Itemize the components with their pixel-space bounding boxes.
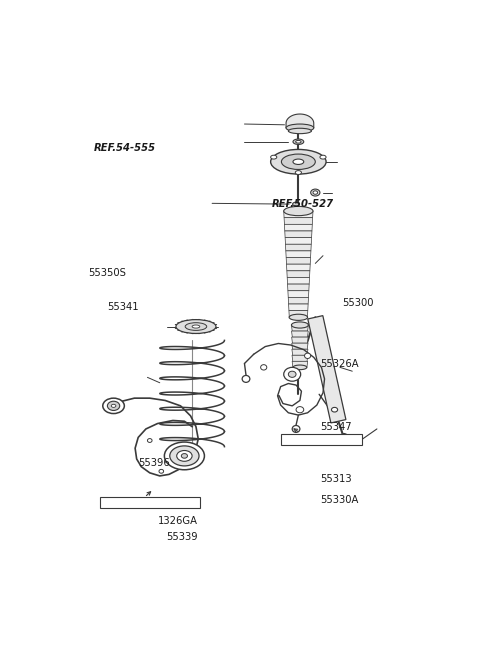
Polygon shape	[308, 316, 346, 423]
Ellipse shape	[296, 140, 301, 143]
Polygon shape	[286, 257, 311, 264]
Ellipse shape	[320, 155, 326, 159]
Polygon shape	[100, 498, 200, 508]
Polygon shape	[289, 310, 308, 317]
Ellipse shape	[271, 155, 277, 159]
Ellipse shape	[103, 398, 124, 413]
Ellipse shape	[108, 402, 120, 411]
Ellipse shape	[293, 139, 304, 145]
Polygon shape	[292, 349, 308, 355]
Ellipse shape	[288, 128, 312, 134]
Ellipse shape	[288, 371, 296, 377]
Polygon shape	[292, 343, 308, 349]
Text: 55330A: 55330A	[320, 495, 358, 505]
Polygon shape	[288, 291, 309, 297]
Ellipse shape	[261, 365, 267, 370]
Polygon shape	[286, 244, 311, 251]
Ellipse shape	[181, 454, 188, 458]
Polygon shape	[285, 238, 312, 244]
Ellipse shape	[293, 365, 307, 369]
Polygon shape	[287, 271, 310, 278]
Polygon shape	[288, 304, 308, 310]
Ellipse shape	[177, 451, 192, 461]
Polygon shape	[288, 284, 309, 291]
Polygon shape	[292, 362, 308, 367]
Text: 55339: 55339	[167, 532, 198, 542]
Polygon shape	[286, 251, 311, 257]
Text: 1326GA: 1326GA	[158, 516, 198, 527]
Ellipse shape	[159, 470, 164, 473]
Polygon shape	[284, 211, 313, 217]
Text: 55341: 55341	[107, 301, 139, 312]
Polygon shape	[292, 355, 308, 362]
Polygon shape	[286, 114, 314, 128]
Text: REF.50-527: REF.50-527	[272, 198, 334, 209]
Ellipse shape	[192, 325, 200, 328]
Ellipse shape	[147, 439, 152, 442]
Text: REF.54-555: REF.54-555	[94, 143, 156, 153]
Ellipse shape	[293, 202, 300, 206]
Polygon shape	[284, 217, 312, 224]
Ellipse shape	[291, 322, 308, 328]
Polygon shape	[287, 278, 310, 284]
Ellipse shape	[304, 353, 311, 358]
Polygon shape	[285, 231, 312, 238]
Ellipse shape	[286, 124, 314, 132]
Ellipse shape	[170, 446, 199, 466]
Ellipse shape	[296, 407, 304, 413]
Ellipse shape	[185, 323, 207, 330]
Ellipse shape	[293, 159, 304, 164]
Text: 55350S: 55350S	[88, 268, 126, 278]
Ellipse shape	[111, 404, 116, 407]
Ellipse shape	[271, 149, 326, 174]
Ellipse shape	[289, 314, 308, 320]
Text: 55313: 55313	[320, 474, 351, 483]
Ellipse shape	[311, 189, 320, 196]
Polygon shape	[285, 224, 312, 231]
Polygon shape	[292, 337, 308, 343]
Text: 55326A: 55326A	[320, 358, 359, 369]
Polygon shape	[291, 331, 308, 337]
Ellipse shape	[242, 375, 250, 383]
Text: 55347: 55347	[320, 422, 351, 432]
Text: 55300: 55300	[342, 298, 373, 308]
Ellipse shape	[164, 442, 204, 470]
Ellipse shape	[313, 191, 318, 195]
Ellipse shape	[340, 434, 348, 440]
Text: 55396: 55396	[139, 458, 170, 468]
Ellipse shape	[284, 367, 300, 381]
Polygon shape	[287, 264, 310, 271]
Ellipse shape	[295, 170, 301, 174]
Ellipse shape	[176, 320, 216, 333]
Ellipse shape	[284, 206, 313, 215]
Ellipse shape	[281, 154, 315, 170]
Polygon shape	[281, 434, 361, 445]
Polygon shape	[288, 297, 309, 304]
Polygon shape	[291, 325, 308, 331]
Ellipse shape	[332, 407, 337, 412]
Ellipse shape	[292, 426, 300, 432]
